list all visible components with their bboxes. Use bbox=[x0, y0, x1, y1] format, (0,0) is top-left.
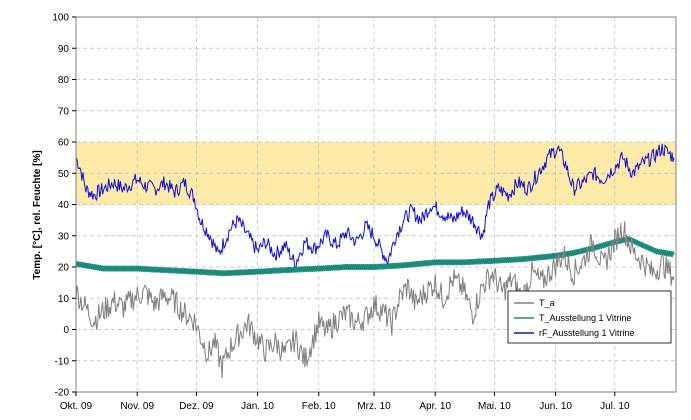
x-tick-label: Jul. 10 bbox=[600, 401, 630, 412]
x-tick-label: Okt. 09 bbox=[60, 401, 93, 412]
y-tick-label: 20 bbox=[58, 263, 70, 274]
y-tick-label: 60 bbox=[58, 138, 70, 149]
legend-box bbox=[507, 290, 672, 344]
y-tick-label: 100 bbox=[52, 13, 69, 24]
x-tick-label: Mrz. 10 bbox=[357, 401, 391, 412]
legend-label: T_a bbox=[539, 298, 555, 308]
x-tick-label: Mai. 10 bbox=[478, 401, 511, 412]
x-tick-label: Apr. 10 bbox=[419, 401, 451, 412]
axis-layer: -20 -10 0 10 20 30 40 50 60 70 80 90 100 Okt. 09 Nov. … bbox=[52, 13, 677, 412]
y-tick-label: -10 bbox=[55, 356, 70, 367]
series-line-0 bbox=[75, 221, 675, 379]
y-tick-label: 30 bbox=[58, 231, 70, 242]
legend: T_a T_Ausstellung 1 Vitrine rF_Ausstellung… bbox=[507, 290, 672, 344]
target-band-layer bbox=[76, 142, 676, 205]
legend-label: T_Ausstellung 1 Vitrine bbox=[539, 313, 631, 323]
series-line-2 bbox=[75, 143, 675, 271]
y-tick-label: 40 bbox=[58, 200, 70, 211]
y-tick-label: 50 bbox=[58, 169, 70, 180]
x-tick-label: Nov. 09 bbox=[120, 401, 154, 412]
y-axis-label: Temp. [°C], rel. Feuchte [%] bbox=[32, 150, 43, 279]
y-tick-label: 70 bbox=[58, 106, 70, 117]
x-tick-label: Feb. 10 bbox=[302, 401, 336, 412]
y-tick-label: 10 bbox=[58, 294, 70, 305]
target-range-band bbox=[76, 142, 676, 205]
y-tick-label: -20 bbox=[55, 388, 70, 399]
x-tick-label: Jan. 10 bbox=[241, 401, 274, 412]
series-line-1 bbox=[75, 236, 675, 277]
x-tick-label: Jun. 10 bbox=[539, 401, 572, 412]
y-tick-label: 0 bbox=[63, 325, 69, 336]
legend-label: rF_Ausstellung 1 Vitrine bbox=[539, 328, 634, 338]
y-tick-label: 90 bbox=[58, 44, 70, 55]
y-tick-label: 80 bbox=[58, 75, 70, 86]
x-tick-label: Dez. 09 bbox=[179, 401, 214, 412]
series-layer bbox=[75, 143, 675, 379]
